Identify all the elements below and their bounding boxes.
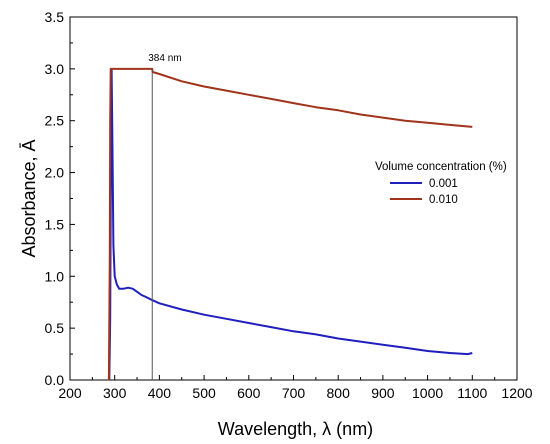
x-tick-label: 600: [237, 385, 261, 401]
x-tick-label: 700: [282, 385, 306, 401]
legend-entry-label: 0.001: [429, 178, 458, 190]
x-tick-label: 500: [192, 385, 216, 401]
legend-title: Volume concentration (%): [375, 161, 507, 173]
annotations: 384 nm: [148, 53, 182, 380]
y-axis-title: Absorbance, Ā: [19, 139, 39, 257]
axis-labels: Wavelength, λ (nm) Absorbance, Ā: [19, 139, 373, 439]
y-tick-label: 0.5: [45, 320, 65, 336]
y-tick-label: 1.0: [45, 268, 65, 284]
x-tick-label: 1200: [501, 385, 532, 401]
series-line-0.010: [107, 67, 473, 381]
y-tick-label: 3.0: [45, 61, 65, 77]
legend: Volume concentration (%) 0.001 0.010: [375, 161, 507, 206]
x-tick-label: 200: [58, 385, 82, 401]
y-tick-label: 2.5: [45, 113, 65, 129]
x-tick-label: 300: [103, 385, 127, 401]
x-tick-label: 900: [371, 385, 395, 401]
y-tick-label: 2.0: [45, 165, 65, 181]
legend-entry-label: 0.010: [429, 194, 458, 206]
annotation-label: 384 nm: [148, 53, 181, 64]
x-tick-label: 1000: [412, 385, 443, 401]
x-tick-label: 1100: [457, 385, 487, 401]
y-tick-label: 3.5: [45, 9, 65, 25]
x-tick-label: 800: [327, 385, 351, 401]
series-line-0.001: [108, 67, 473, 381]
axis-ticks: 200 300 400 500 600 700 800 900 1000 1100 12000.00…: [45, 9, 533, 401]
x-tick-label: 400: [148, 385, 172, 401]
y-tick-label: 0.0: [45, 372, 65, 388]
series-lines: [107, 67, 473, 381]
x-axis-title: Wavelength, λ (nm): [218, 419, 373, 439]
y-tick-label: 1.5: [45, 216, 65, 232]
